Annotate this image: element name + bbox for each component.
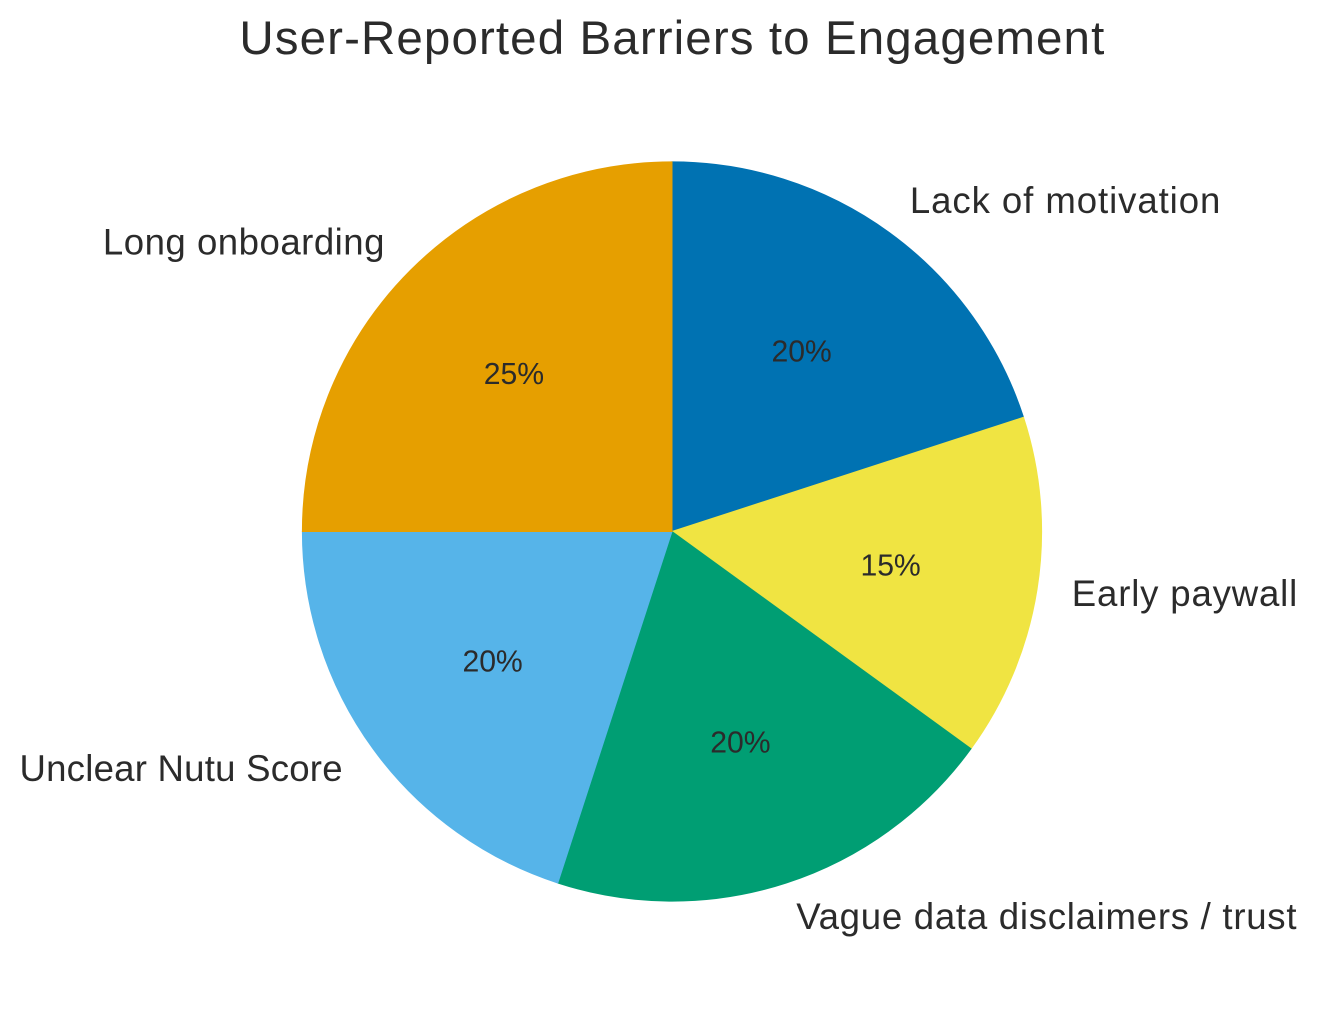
svg-text:25%: 25% — [484, 358, 544, 391]
svg-text:Unclear Nutu Score: Unclear Nutu Score — [19, 748, 342, 789]
svg-text:Vague data disclaimers / trust: Vague data disclaimers / trust — [796, 896, 1297, 937]
svg-text:20%: 20% — [462, 645, 522, 678]
svg-text:Early paywall: Early paywall — [1072, 573, 1298, 614]
svg-text:15%: 15% — [860, 550, 920, 583]
svg-text:User-Reported Barriers to Enga: User-Reported Barriers to Engagement — [239, 12, 1105, 65]
svg-text:Lack of motivation: Lack of motivation — [910, 180, 1221, 221]
svg-text:20%: 20% — [710, 727, 770, 760]
svg-text:20%: 20% — [771, 336, 831, 369]
svg-text:Long onboarding: Long onboarding — [103, 222, 385, 263]
